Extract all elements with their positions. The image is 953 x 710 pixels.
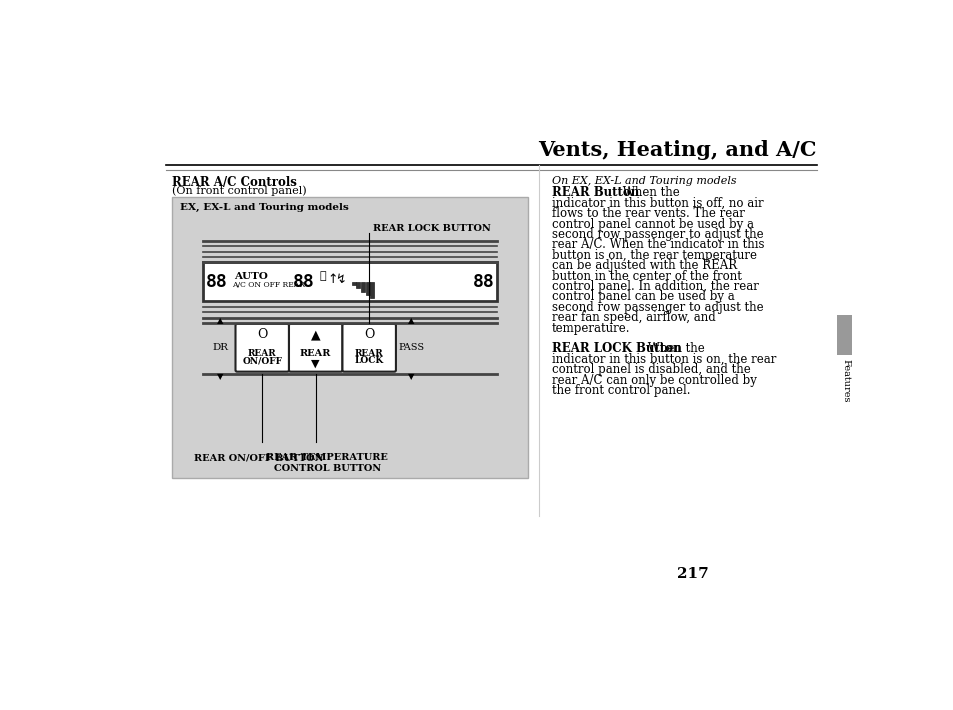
Text: DR: DR bbox=[212, 343, 228, 352]
Text: can be adjusted with the REAR: can be adjusted with the REAR bbox=[551, 259, 736, 272]
Text: rear A/C can only be controlled by: rear A/C can only be controlled by bbox=[551, 373, 756, 386]
Bar bbox=[370, 282, 374, 297]
Text: second row passenger to adjust the: second row passenger to adjust the bbox=[551, 228, 762, 241]
Text: second row passenger to adjust the: second row passenger to adjust the bbox=[551, 301, 762, 314]
FancyBboxPatch shape bbox=[289, 324, 342, 371]
Text: O: O bbox=[364, 328, 374, 342]
Text: button is on, the rear temperature: button is on, the rear temperature bbox=[551, 248, 756, 262]
Text: A/C ON OFF REAR: A/C ON OFF REAR bbox=[233, 281, 305, 290]
Text: Ⓛ: Ⓛ bbox=[319, 271, 326, 281]
Text: control panel is disabled, and the: control panel is disabled, and the bbox=[551, 364, 750, 376]
Text: control panel can be used by a: control panel can be used by a bbox=[551, 290, 734, 303]
Text: 88: 88 bbox=[206, 273, 228, 290]
Text: Features: Features bbox=[841, 359, 850, 403]
Text: ▲: ▲ bbox=[408, 317, 415, 325]
Text: ON/OFF: ON/OFF bbox=[242, 356, 282, 366]
Text: ▼: ▼ bbox=[408, 373, 415, 381]
Text: REAR TEMPERATURE
CONTROL BUTTON: REAR TEMPERATURE CONTROL BUTTON bbox=[266, 453, 388, 473]
Text: ▼: ▼ bbox=[216, 373, 223, 381]
Text: indicator in this button is off, no air: indicator in this button is off, no air bbox=[551, 197, 762, 210]
Bar bbox=[836, 315, 852, 355]
Bar bbox=[352, 282, 355, 285]
Text: REAR A/C Controls: REAR A/C Controls bbox=[172, 176, 296, 189]
Text: REAR: REAR bbox=[355, 349, 383, 358]
Text: control panel cannot be used by a: control panel cannot be used by a bbox=[551, 218, 753, 231]
Text: control panel. In addition, the rear: control panel. In addition, the rear bbox=[551, 280, 758, 293]
Text: 88: 88 bbox=[293, 273, 314, 290]
Text: On EX, EX-L and Touring models: On EX, EX-L and Touring models bbox=[551, 176, 736, 186]
Text: When the: When the bbox=[629, 342, 704, 356]
Text: REAR LOCK BUTTON: REAR LOCK BUTTON bbox=[373, 224, 490, 233]
Text: the front control panel.: the front control panel. bbox=[551, 384, 689, 397]
Text: LOCK: LOCK bbox=[355, 356, 383, 366]
Text: REAR: REAR bbox=[248, 349, 276, 358]
Text: button in the center of the front: button in the center of the front bbox=[551, 270, 740, 283]
Text: REAR Button: REAR Button bbox=[551, 187, 639, 200]
Text: REAR: REAR bbox=[299, 349, 331, 358]
Text: EX, EX-L and Touring models: EX, EX-L and Touring models bbox=[179, 203, 348, 212]
Text: When the: When the bbox=[604, 187, 679, 200]
Text: AUTO: AUTO bbox=[233, 272, 268, 280]
Text: REAR ON/OFF BUTTON: REAR ON/OFF BUTTON bbox=[193, 453, 323, 462]
Text: REAR LOCK Button: REAR LOCK Button bbox=[551, 342, 680, 356]
Text: ▲: ▲ bbox=[311, 328, 320, 342]
Text: ▲: ▲ bbox=[216, 317, 223, 325]
Text: temperature.: temperature. bbox=[551, 322, 630, 334]
Text: Vents, Heating, and A/C: Vents, Heating, and A/C bbox=[537, 140, 816, 160]
Text: ↯: ↯ bbox=[335, 273, 346, 285]
Text: ▼: ▼ bbox=[311, 358, 319, 368]
Bar bbox=[360, 282, 365, 292]
Text: indicator in this button is on, the rear: indicator in this button is on, the rear bbox=[551, 353, 775, 366]
Text: PASS: PASS bbox=[398, 343, 424, 352]
Text: O: O bbox=[256, 328, 267, 342]
Text: flows to the rear vents. The rear: flows to the rear vents. The rear bbox=[551, 207, 743, 220]
Text: rear fan speed, airflow, and: rear fan speed, airflow, and bbox=[551, 311, 715, 324]
Text: (On front control panel): (On front control panel) bbox=[172, 185, 306, 196]
FancyBboxPatch shape bbox=[342, 324, 395, 371]
FancyBboxPatch shape bbox=[235, 324, 289, 371]
Text: 88: 88 bbox=[472, 273, 494, 290]
Text: ↑: ↑ bbox=[328, 273, 338, 285]
Bar bbox=[203, 262, 497, 301]
Bar bbox=[365, 282, 369, 295]
Bar bbox=[172, 197, 528, 478]
Bar bbox=[356, 282, 360, 288]
Text: rear A/C. When the indicator in this: rear A/C. When the indicator in this bbox=[551, 239, 763, 251]
Text: 217: 217 bbox=[677, 567, 708, 581]
